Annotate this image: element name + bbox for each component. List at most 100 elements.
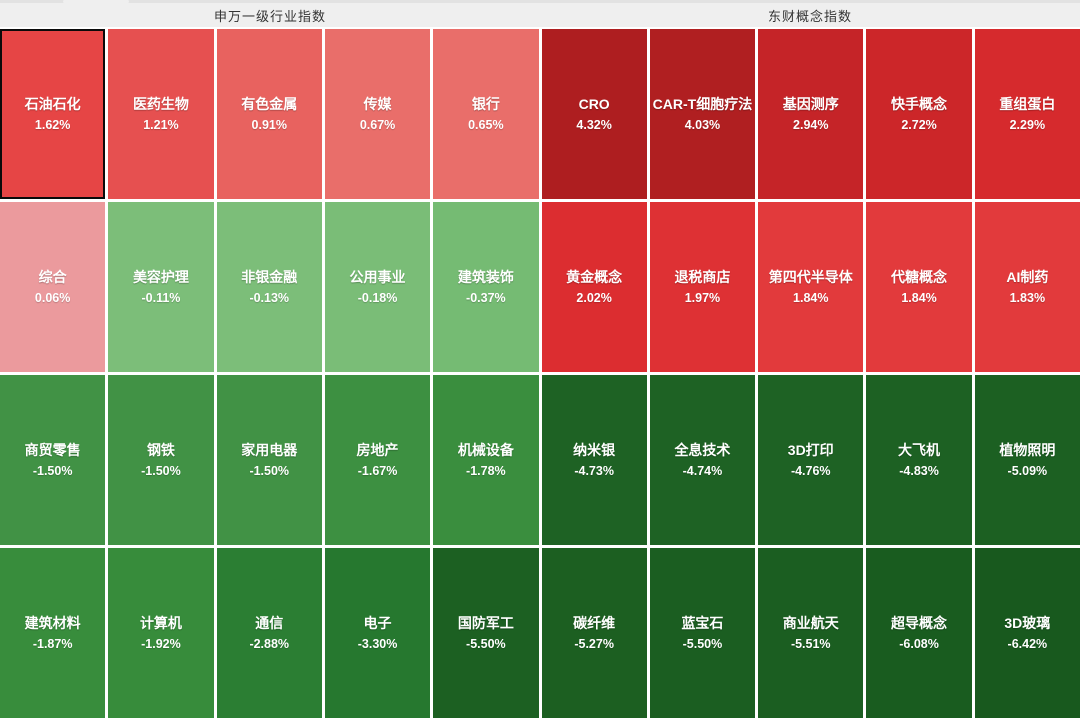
sector-tile[interactable]: 银行 0.65% (433, 29, 539, 199)
sector-name: 建筑装饰 (457, 269, 514, 286)
sector-tile[interactable]: 机械设备 -1.78% (433, 375, 539, 545)
sector-change: -1.50% (249, 463, 290, 478)
sector-tile[interactable]: 重组蛋白 2.29% (974, 29, 1080, 199)
section-headers: 申万一级行业指数 东财概念指数 (0, 3, 1080, 27)
sector-change: 1.21% (143, 117, 179, 132)
sector-name: 建筑材料 (24, 615, 81, 632)
sector-name: 大飞机 (898, 442, 941, 459)
sector-tile[interactable]: 第四代半导体 1.84% (758, 202, 864, 372)
sector-tile[interactable]: 公用事业 -0.18% (324, 202, 431, 372)
sector-name: 全息技术 (674, 442, 731, 459)
sector-name: 商贸零售 (24, 442, 81, 459)
sector-name: 重组蛋白 (999, 96, 1056, 113)
sector-tile[interactable]: AI制药 1.83% (974, 202, 1080, 372)
sector-change: -1.92% (141, 636, 181, 651)
sector-tile[interactable]: 医药生物 1.21% (108, 29, 214, 199)
sector-tile[interactable]: 蓝宝石 -5.50% (649, 548, 756, 718)
sector-tile[interactable]: 国防军工 -5.50% (433, 548, 539, 718)
sector-change: -0.11% (141, 290, 181, 305)
sector-name: 机械设备 (457, 442, 514, 459)
top-scrollbar (0, 0, 1080, 3)
sector-change: -0.13% (249, 290, 290, 305)
sector-tile[interactable]: 碳纤维 -5.27% (541, 548, 647, 718)
sector-change: 0.91% (251, 117, 287, 132)
sector-tile[interactable]: 大飞机 -4.83% (866, 375, 972, 545)
sector-tile[interactable]: 植物照明 -5.09% (974, 375, 1080, 545)
sector-tile[interactable]: 有色金属 0.91% (216, 29, 322, 199)
sector-name: CRO (578, 96, 610, 113)
sector-name: 医药生物 (132, 96, 189, 113)
sector-name: 快手概念 (891, 96, 948, 113)
sector-change: -1.87% (32, 636, 73, 651)
sector-tile[interactable]: 传媒 0.67% (324, 29, 431, 199)
sector-change: -5.51% (790, 636, 831, 651)
sector-name: 有色金属 (241, 96, 298, 113)
sector-change: -4.73% (574, 463, 614, 478)
sector-tile[interactable]: CRO 4.32% (541, 29, 647, 199)
sector-tile[interactable]: 基因测序 2.94% (758, 29, 864, 199)
scrollbar-thumb[interactable] (63, 0, 129, 3)
sector-change: -6.08% (899, 636, 939, 651)
sector-change: 1.97% (684, 290, 721, 305)
sector-name: 第四代半导体 (768, 269, 853, 286)
sector-tile[interactable]: 快手概念 2.72% (866, 29, 972, 199)
sector-name: 美容护理 (132, 269, 189, 286)
sector-change: 0.67% (359, 117, 396, 132)
sector-name: AI制药 (1006, 269, 1049, 286)
sector-name: 代糖概念 (891, 269, 948, 286)
sector-tile[interactable]: 商贸零售 -1.50% (0, 375, 106, 545)
sector-tile[interactable]: 房地产 -1.67% (324, 375, 431, 545)
sector-tile[interactable]: 综合 0.06% (0, 202, 106, 372)
sector-tile[interactable]: 黄金概念 2.02% (541, 202, 647, 372)
sector-tile[interactable]: 3D打印 -4.76% (758, 375, 864, 545)
sector-change: 2.02% (576, 290, 612, 305)
sector-change: 2.29% (1009, 117, 1046, 132)
sector-change: 2.72% (901, 117, 937, 132)
sector-tile[interactable]: 3D玻璃 -6.42% (974, 548, 1080, 718)
sector-change: 0.65% (468, 117, 504, 132)
sector-tile[interactable]: 通信 -2.88% (216, 548, 322, 718)
sector-name: CAR-T细胞疗法 (652, 96, 753, 113)
sector-change: 1.84% (901, 290, 937, 305)
sector-name: 超导概念 (891, 615, 948, 632)
sector-tile[interactable]: 美容护理 -0.11% (108, 202, 214, 372)
sector-name: 非银金融 (241, 269, 298, 286)
sector-name: 碳纤维 (573, 615, 616, 632)
sector-tile[interactable]: 建筑材料 -1.87% (0, 548, 106, 718)
sector-change: 4.03% (684, 117, 721, 132)
sector-name: 基因测序 (782, 96, 839, 113)
sector-name: 国防军工 (457, 615, 514, 632)
sector-tile[interactable]: 家用电器 -1.50% (216, 375, 322, 545)
sector-tile[interactable]: 代糖概念 1.84% (866, 202, 972, 372)
sector-tile[interactable]: 建筑装饰 -0.37% (433, 202, 539, 372)
sector-tile[interactable]: 全息技术 -4.74% (649, 375, 756, 545)
sector-tile[interactable]: 石油石化 1.62% (0, 29, 106, 199)
sector-tile[interactable]: 钢铁 -1.50% (108, 375, 214, 545)
header-shenwan-industry-index: 申万一级行业指数 (213, 8, 326, 24)
sector-name: 房地产 (356, 442, 399, 459)
sector-tile[interactable]: 非银金融 -0.13% (216, 202, 322, 372)
sector-name: 家用电器 (241, 442, 298, 459)
sector-tile[interactable]: CAR-T细胞疗法 4.03% (649, 29, 756, 199)
sector-change: -5.50% (466, 636, 506, 651)
sector-change: -6.42% (1007, 636, 1048, 651)
sector-tile[interactable]: 退税商店 1.97% (649, 202, 756, 372)
sector-name: 商业航天 (782, 615, 839, 632)
sector-change: 1.62% (34, 117, 71, 132)
sector-name: 银行 (471, 96, 500, 113)
sector-tile[interactable]: 纳米银 -4.73% (541, 375, 647, 545)
sector-change: 0.06% (34, 290, 71, 305)
sector-tile[interactable]: 超导概念 -6.08% (866, 548, 972, 718)
sector-name: 钢铁 (146, 442, 175, 459)
sector-change: -5.27% (574, 636, 614, 651)
sector-change: -2.88% (249, 636, 290, 651)
sector-name: 纳米银 (573, 442, 616, 459)
sector-name: 电子 (363, 615, 392, 632)
sector-tile[interactable]: 商业航天 -5.51% (758, 548, 864, 718)
sector-tile[interactable]: 计算机 -1.92% (108, 548, 214, 718)
sector-change: -5.09% (1007, 463, 1048, 478)
sector-name: 公用事业 (349, 269, 406, 286)
sector-change: -1.67% (357, 463, 398, 478)
sector-change: -3.30% (357, 636, 398, 651)
sector-tile[interactable]: 电子 -3.30% (324, 548, 431, 718)
